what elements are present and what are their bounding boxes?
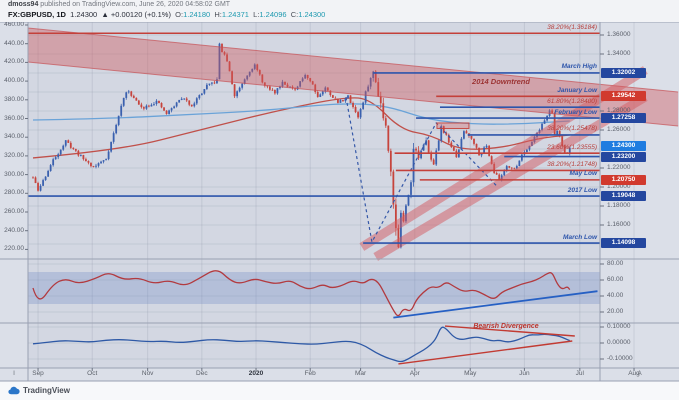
byline-text: published on TradingView.com, June 26, 2… (38, 1, 231, 8)
rsi-line (32, 270, 571, 317)
byline: dmoss94 published on TradingView.com, Ju… (8, 1, 230, 8)
time-axis-left-corner-cell[interactable]: I (13, 370, 15, 377)
macd-divergence-lines (398, 325, 575, 365)
low-value: 1.24096 (259, 10, 287, 19)
supply-zone-box (436, 122, 470, 129)
tick-marks (25, 24, 635, 371)
open-value: 1.24180 (183, 10, 211, 19)
pane-borders (0, 21, 679, 382)
macd-line (32, 326, 571, 363)
symbol-name: FX:GBPUSD, 1D (8, 10, 66, 19)
price-levels (28, 32, 600, 244)
high-value: 1.24371 (221, 10, 249, 19)
moving-averages (32, 97, 570, 159)
auto-scale-corner-cell[interactable]: A (637, 370, 642, 377)
symbol-info-bar: FX:GBPUSD, 1D 1.24300 ▲ +0.00120 (+0.1%)… (8, 10, 325, 19)
last-price: 1.24300 (70, 10, 98, 19)
panel-backgrounds (0, 22, 679, 381)
abc-zigzag (345, 96, 498, 244)
low-label: L: (253, 10, 260, 19)
high-label: H: (214, 10, 222, 19)
tradingview-brand-text: TradingView (23, 386, 70, 395)
bearish-divergence-annotation: Bearish Divergence (473, 323, 539, 330)
tradingview-brand[interactable]: TradingView (8, 384, 70, 397)
close-value: 1.24300 (298, 10, 326, 19)
close-label: C: (290, 10, 299, 19)
downtrend-annotation: 2014 Downtrend (472, 77, 530, 86)
header: dmoss94 published on TradingView.com, Ju… (0, 0, 679, 22)
tradingview-cloud-icon (8, 386, 20, 395)
rsi-trendline (393, 290, 598, 319)
grid-layer (28, 22, 635, 368)
price-change: ▲ +0.00120 (+0.1%) (101, 10, 171, 19)
byline-username[interactable]: dmoss94 (8, 1, 39, 8)
open-label: O: (175, 10, 184, 19)
